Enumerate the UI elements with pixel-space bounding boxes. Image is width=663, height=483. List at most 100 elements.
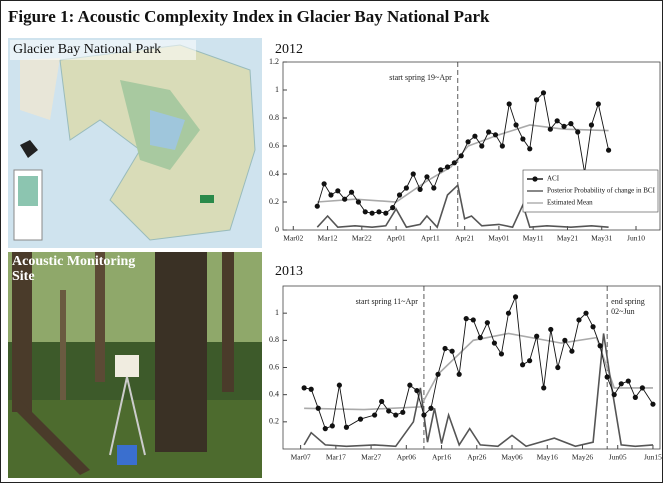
data-point xyxy=(590,324,596,330)
y-tick-label: 0.4 xyxy=(269,169,279,178)
data-point xyxy=(390,205,396,211)
data-point xyxy=(527,358,533,364)
data-point xyxy=(417,186,423,192)
data-point xyxy=(561,123,567,129)
data-point xyxy=(301,385,307,391)
data-point xyxy=(328,192,334,198)
x-tick-label: May16 xyxy=(537,453,558,462)
annotation-text: 02~Jun xyxy=(611,307,634,316)
site-photo xyxy=(8,252,262,478)
y-tick-label: 0.6 xyxy=(269,362,279,371)
data-point xyxy=(632,394,638,400)
data-point xyxy=(512,294,519,300)
series-line xyxy=(304,332,653,411)
data-point xyxy=(315,405,321,411)
data-point xyxy=(605,147,612,153)
x-tick-label: Jun05 xyxy=(609,453,627,462)
data-point xyxy=(575,129,581,135)
y-tick-label: 0.6 xyxy=(269,141,279,150)
data-point xyxy=(449,348,455,354)
data-point xyxy=(595,101,601,107)
y-tick-label: 0 xyxy=(275,225,279,234)
data-point xyxy=(383,210,389,216)
chart-title: 2013 xyxy=(275,264,303,279)
x-tick-label: Mar22 xyxy=(352,234,372,243)
data-point xyxy=(393,412,399,418)
legend-label: ACI xyxy=(547,175,560,183)
map-label-bg xyxy=(10,40,196,60)
x-tick-label: Apr16 xyxy=(432,453,451,462)
data-point xyxy=(435,371,441,377)
legend-marker xyxy=(532,176,538,182)
data-point xyxy=(431,185,437,191)
data-point xyxy=(491,340,498,346)
data-point xyxy=(362,209,368,215)
chart-title: 2012 xyxy=(275,42,303,57)
data-point xyxy=(343,424,350,430)
x-tick-label: Jun10 xyxy=(627,234,645,243)
x-tick-label: May26 xyxy=(572,453,593,462)
x-tick-label: Mar07 xyxy=(291,453,311,462)
data-point xyxy=(506,101,512,107)
data-point xyxy=(438,167,444,173)
x-tick-label: Apr26 xyxy=(467,453,486,462)
data-point xyxy=(465,139,471,145)
data-point xyxy=(520,136,526,142)
x-tick-label: Apr21 xyxy=(455,234,474,243)
x-tick-label: Apr11 xyxy=(421,234,440,243)
x-tick-label: Mar27 xyxy=(361,453,381,462)
data-point xyxy=(400,409,406,415)
data-point xyxy=(477,335,483,341)
data-point xyxy=(519,362,526,368)
y-tick-label: 0.8 xyxy=(269,335,279,344)
y-tick-label: 1 xyxy=(275,308,279,317)
data-point xyxy=(314,203,320,209)
data-point xyxy=(376,209,382,215)
data-point xyxy=(618,381,624,387)
data-point xyxy=(463,316,469,322)
data-point xyxy=(348,189,355,195)
data-point xyxy=(444,164,451,170)
data-point xyxy=(479,143,485,149)
data-point xyxy=(554,118,560,124)
data-point xyxy=(513,122,519,128)
data-point xyxy=(486,129,492,135)
data-point xyxy=(569,348,575,354)
x-tick-label: Mar17 xyxy=(326,453,346,462)
x-tick-label: Jun15 xyxy=(644,453,662,462)
data-point xyxy=(588,122,595,128)
data-point xyxy=(505,310,512,316)
figure-title: Figure 1: Acoustic Complexity Index in G… xyxy=(8,7,490,26)
x-tick-label: May11 xyxy=(523,234,544,243)
series-line xyxy=(316,183,609,229)
y-tick-label: 0.8 xyxy=(269,113,279,122)
x-tick-label: May06 xyxy=(501,453,522,462)
data-point xyxy=(355,199,361,205)
data-point xyxy=(424,174,430,180)
data-point xyxy=(534,97,540,103)
data-point xyxy=(625,378,631,384)
legend-box xyxy=(522,169,659,213)
x-tick-label: May31 xyxy=(591,234,612,243)
data-point xyxy=(410,171,416,177)
data-point xyxy=(428,405,434,411)
y-tick-label: 1 xyxy=(275,85,279,94)
x-tick-label: May01 xyxy=(488,234,509,243)
data-point xyxy=(403,185,409,191)
data-point xyxy=(458,153,464,159)
y-tick-label: 1.2 xyxy=(269,57,279,66)
y-tick-label: 0.4 xyxy=(269,389,279,398)
data-point xyxy=(568,121,574,127)
photo-label: Acoustic Monitoring Site xyxy=(12,254,135,284)
data-point xyxy=(407,382,413,388)
data-point xyxy=(470,317,476,323)
annotation-text: start spring 11~Apr xyxy=(356,297,419,306)
x-tick-label: Apr06 xyxy=(397,453,416,462)
data-point xyxy=(576,317,582,323)
data-point xyxy=(372,412,378,418)
data-point xyxy=(335,188,341,194)
data-point xyxy=(562,337,568,343)
x-tick-label: Apr01 xyxy=(387,234,406,243)
data-point xyxy=(540,90,547,96)
